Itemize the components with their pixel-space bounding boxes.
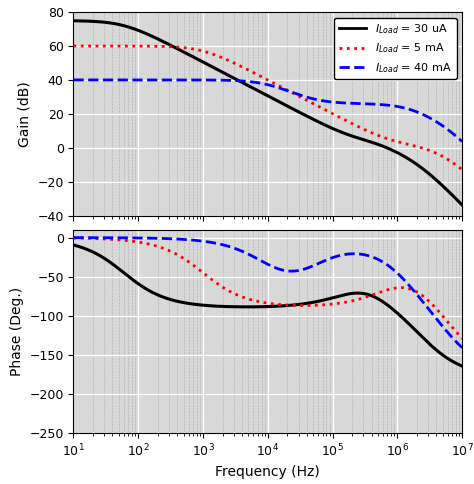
X-axis label: Frequency (Hz): Frequency (Hz) — [216, 465, 320, 479]
Legend: $I_{Load}$ = 30 uA, $I_{Load}$ = 5 mA, $I_{Load}$ = 40 mA: $I_{Load}$ = 30 uA, $I_{Load}$ = 5 mA, $… — [334, 17, 456, 79]
Y-axis label: Phase (Deg.): Phase (Deg.) — [10, 287, 24, 376]
Y-axis label: Gain (dB): Gain (dB) — [18, 81, 32, 147]
